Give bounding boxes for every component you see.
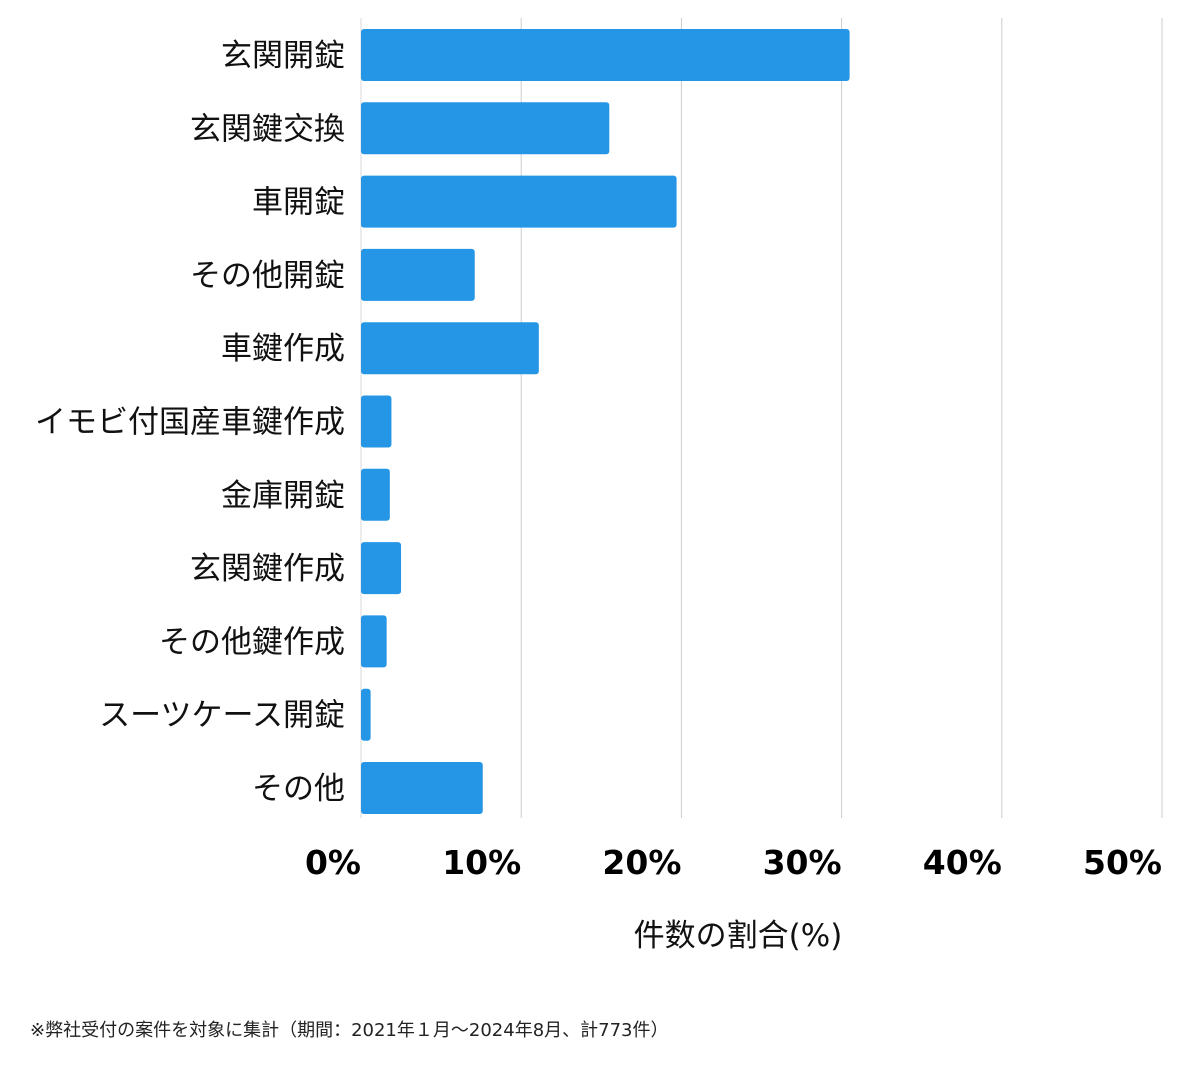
category-labels: 玄関開錠玄関鍵交換車開錠その他開錠車鍵作成イモビ付国産車鍵作成金庫開錠玄関鍵作成… <box>35 38 345 807</box>
x-tick-labels: 0% 10% 20% 30% 40% 50% <box>305 843 1162 882</box>
bar <box>361 322 539 375</box>
bar <box>361 29 850 81</box>
category-label: 車鍵作成 <box>221 331 345 367</box>
category-label: 玄関開錠 <box>221 38 345 74</box>
category-label: 金庫開錠 <box>221 478 345 514</box>
category-label: その他 <box>252 771 345 807</box>
bar <box>361 615 387 668</box>
category-label: その他鍵作成 <box>159 624 345 660</box>
x-tick-label: 40% <box>923 843 1002 882</box>
bar <box>361 542 402 595</box>
x-tick-label: 30% <box>763 843 842 882</box>
bar <box>361 468 390 521</box>
x-tick-label: 10% <box>442 843 521 882</box>
x-tick-label: 50% <box>1083 843 1162 882</box>
category-label: 玄関鍵作成 <box>190 551 345 587</box>
bar <box>361 688 371 741</box>
category-label: スーツケース開錠 <box>99 698 345 734</box>
footnote: ※弊社受付の案件を対象に集計（期間：2021年１月～2024年8月、計773件） <box>30 1020 669 1041</box>
x-tick-label: 20% <box>602 843 681 882</box>
category-label: その他開錠 <box>190 258 345 294</box>
bar <box>361 395 392 448</box>
bar <box>361 175 677 228</box>
bars <box>361 29 850 814</box>
category-label: 玄関鍵交換 <box>190 111 345 147</box>
bar <box>361 102 610 155</box>
category-label: イモビ付国産車鍵作成 <box>35 405 345 441</box>
category-label: 車開錠 <box>252 185 345 221</box>
x-axis-title: 件数の割合(%) <box>634 918 843 954</box>
bar <box>361 248 475 301</box>
bar <box>361 762 483 814</box>
x-tick-label: 0% <box>305 843 361 882</box>
